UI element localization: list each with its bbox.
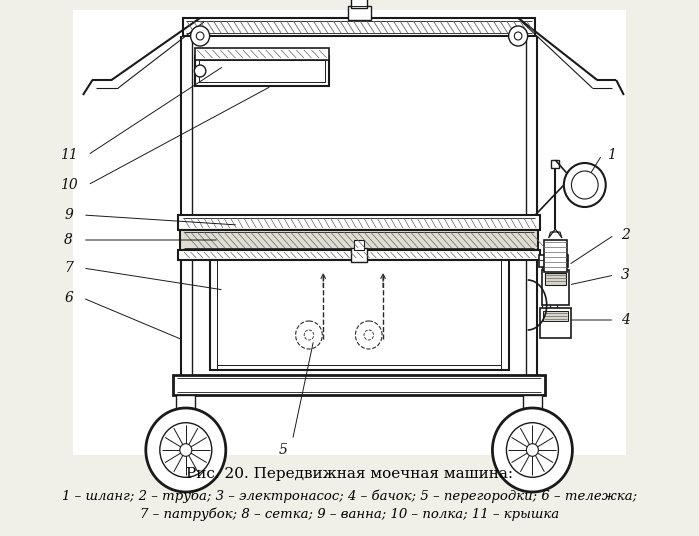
Text: 1 – шланг; 2 – труба; 3 – электронасос; 4 – бачок; 5 – перегородки; 6 – тележка;: 1 – шланг; 2 – труба; 3 – электронасос; … [62,489,637,503]
Bar [183,18,535,36]
Circle shape [492,408,572,492]
Circle shape [296,321,322,349]
Bar [180,230,538,250]
Text: 4: 4 [621,313,630,327]
Text: 11: 11 [60,148,78,162]
Text: 5: 5 [278,443,287,457]
Bar [352,0,367,8]
Circle shape [304,330,314,340]
Bar [523,395,542,410]
Bar [178,215,540,230]
Bar [518,410,547,422]
Bar [347,6,370,20]
Bar [543,311,568,321]
Circle shape [564,163,606,207]
Bar [210,260,509,370]
Text: 10: 10 [60,178,78,192]
Text: 7 – патрубок; 8 – сетка; 9 – ванна; 10 – полка; 11 – крышка: 7 – патрубок; 8 – сетка; 9 – ванна; 10 –… [140,507,559,521]
Text: 2: 2 [621,228,630,242]
Circle shape [509,26,528,46]
Bar [552,160,559,168]
Bar [545,273,565,285]
Circle shape [160,423,212,477]
Text: 3: 3 [621,268,630,282]
Text: Рис. 20. Передвижная моечная машина:: Рис. 20. Передвижная моечная машина: [186,467,513,481]
Bar [180,430,185,438]
Circle shape [355,321,382,349]
Bar [171,410,200,422]
Circle shape [514,32,522,40]
Bar [199,60,325,82]
Bar [178,250,540,260]
Bar [73,10,626,455]
Text: 7: 7 [64,261,73,275]
Text: 1: 1 [607,148,616,162]
Circle shape [572,171,598,199]
Text: 6: 6 [64,291,73,305]
Circle shape [146,408,226,492]
Bar [354,240,364,250]
Circle shape [364,330,373,340]
Bar [539,255,568,267]
Text: 9: 9 [64,208,73,222]
Circle shape [526,444,538,456]
Bar [178,422,186,430]
Bar [352,248,367,262]
Bar [195,48,329,60]
Bar [542,270,568,305]
Bar [525,422,533,430]
Bar [173,375,545,395]
Bar [544,240,567,272]
Circle shape [506,423,559,477]
Bar [195,56,329,86]
Bar [540,308,570,338]
Circle shape [191,26,210,46]
Circle shape [196,32,204,40]
Polygon shape [549,229,562,238]
Bar [527,430,531,438]
Text: 8: 8 [64,233,73,247]
Bar [176,395,195,410]
Circle shape [194,65,206,77]
Circle shape [180,444,192,456]
